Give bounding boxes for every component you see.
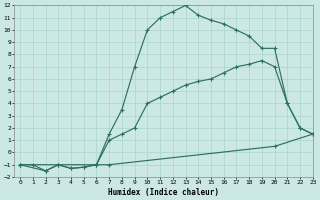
- X-axis label: Humidex (Indice chaleur): Humidex (Indice chaleur): [108, 188, 219, 197]
